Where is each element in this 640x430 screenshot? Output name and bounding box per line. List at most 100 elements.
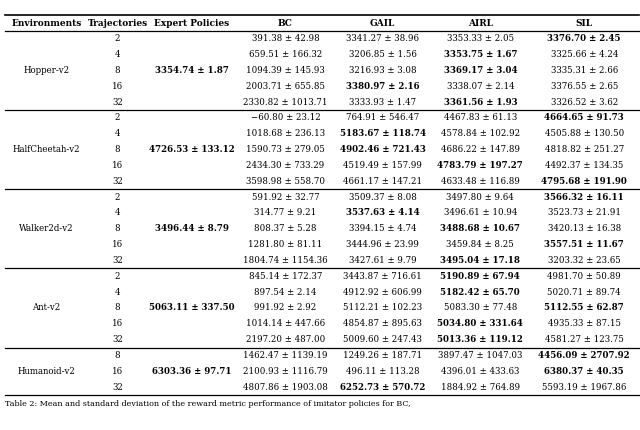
Text: 3333.93 ± 1.47: 3333.93 ± 1.47: [349, 98, 416, 107]
Text: 5083.30 ± 77.48: 5083.30 ± 77.48: [444, 304, 517, 313]
Text: 16: 16: [112, 319, 123, 328]
Text: 3523.73 ± 21.91: 3523.73 ± 21.91: [548, 209, 621, 218]
Text: 4: 4: [115, 209, 120, 218]
Text: 1804.74 ± 1154.36: 1804.74 ± 1154.36: [243, 256, 328, 265]
Text: 2003.71 ± 655.85: 2003.71 ± 655.85: [246, 82, 325, 91]
Text: Expert Policies: Expert Policies: [154, 19, 230, 28]
Text: 1281.80 ± 81.11: 1281.80 ± 81.11: [248, 240, 323, 249]
Text: 4726.53 ± 133.12: 4726.53 ± 133.12: [149, 145, 235, 154]
Text: 5020.71 ± 89.74: 5020.71 ± 89.74: [547, 288, 621, 297]
Text: 2: 2: [115, 114, 120, 123]
Text: 5182.42 ± 65.70: 5182.42 ± 65.70: [440, 288, 520, 297]
Text: 808.37 ± 5.28: 808.37 ± 5.28: [254, 224, 317, 233]
Text: 6252.73 ± 570.72: 6252.73 ± 570.72: [340, 383, 426, 392]
Text: 3353.33 ± 2.05: 3353.33 ± 2.05: [447, 34, 514, 43]
Text: 4818.82 ± 251.27: 4818.82 ± 251.27: [545, 145, 624, 154]
Text: 2330.82 ± 1013.71: 2330.82 ± 1013.71: [243, 98, 328, 107]
Text: 591.92 ± 32.77: 591.92 ± 32.77: [252, 193, 319, 202]
Text: 6303.36 ± 97.71: 6303.36 ± 97.71: [152, 367, 232, 376]
Text: 4505.88 ± 130.50: 4505.88 ± 130.50: [545, 129, 624, 138]
Text: 8: 8: [115, 66, 120, 75]
Text: 16: 16: [112, 161, 123, 170]
Text: 32: 32: [112, 335, 123, 344]
Text: 845.14 ± 172.37: 845.14 ± 172.37: [249, 272, 322, 281]
Text: 3361.56 ± 1.93: 3361.56 ± 1.93: [444, 98, 517, 107]
Text: Trajectories: Trajectories: [88, 19, 148, 28]
Text: 32: 32: [112, 256, 123, 265]
Text: 32: 32: [112, 177, 123, 186]
Text: 4: 4: [115, 50, 120, 59]
Text: 3216.93 ± 3.08: 3216.93 ± 3.08: [349, 66, 417, 75]
Text: 5112.55 ± 62.87: 5112.55 ± 62.87: [545, 304, 624, 313]
Text: 2100.93 ± 1116.79: 2100.93 ± 1116.79: [243, 367, 328, 376]
Text: 3326.52 ± 3.62: 3326.52 ± 3.62: [550, 98, 618, 107]
Text: 3598.98 ± 558.70: 3598.98 ± 558.70: [246, 177, 325, 186]
Text: 5190.89 ± 67.94: 5190.89 ± 67.94: [440, 272, 520, 281]
Text: 1590.73 ± 279.05: 1590.73 ± 279.05: [246, 145, 325, 154]
Text: 3394.15 ± 4.74: 3394.15 ± 4.74: [349, 224, 417, 233]
Text: 3495.04 ± 17.18: 3495.04 ± 17.18: [440, 256, 520, 265]
Text: 5593.19 ± 1967.86: 5593.19 ± 1967.86: [542, 383, 627, 392]
Text: 4686.22 ± 147.89: 4686.22 ± 147.89: [441, 145, 520, 154]
Text: 5034.80 ± 331.64: 5034.80 ± 331.64: [437, 319, 524, 328]
Text: Ant-v2: Ant-v2: [32, 304, 60, 313]
Text: 3443.87 ± 716.61: 3443.87 ± 716.61: [344, 272, 422, 281]
Text: 4396.01 ± 433.63: 4396.01 ± 433.63: [441, 367, 520, 376]
Text: Humanoid-v2: Humanoid-v2: [17, 367, 76, 376]
Text: 2434.30 ± 733.29: 2434.30 ± 733.29: [246, 161, 324, 170]
Text: 2: 2: [115, 34, 120, 43]
Text: −60.80 ± 23.12: −60.80 ± 23.12: [251, 114, 321, 123]
Text: 3325.66 ± 4.24: 3325.66 ± 4.24: [550, 50, 618, 59]
Text: 4807.86 ± 1903.08: 4807.86 ± 1903.08: [243, 383, 328, 392]
Text: AIRL: AIRL: [468, 19, 493, 28]
Text: 5183.67 ± 118.74: 5183.67 ± 118.74: [340, 129, 426, 138]
Text: 991.92 ± 2.92: 991.92 ± 2.92: [254, 304, 317, 313]
Text: 3566.32 ± 16.11: 3566.32 ± 16.11: [545, 193, 624, 202]
Text: 3203.32 ± 23.65: 3203.32 ± 23.65: [548, 256, 621, 265]
Text: 4902.46 ± 721.43: 4902.46 ± 721.43: [340, 145, 426, 154]
Text: 3496.44 ± 8.79: 3496.44 ± 8.79: [155, 224, 229, 233]
Text: 32: 32: [112, 383, 123, 392]
Text: 4519.49 ± 157.99: 4519.49 ± 157.99: [343, 161, 422, 170]
Text: 764.91 ± 546.47: 764.91 ± 546.47: [346, 114, 419, 123]
Text: 1462.47 ± 1139.19: 1462.47 ± 1139.19: [243, 351, 328, 360]
Text: 4783.79 ± 197.27: 4783.79 ± 197.27: [438, 161, 523, 170]
Text: 8: 8: [115, 145, 120, 154]
Text: 3376.70 ± 2.45: 3376.70 ± 2.45: [547, 34, 621, 43]
Text: 3459.84 ± 8.25: 3459.84 ± 8.25: [447, 240, 514, 249]
Text: 496.11 ± 113.28: 496.11 ± 113.28: [346, 367, 420, 376]
Text: 4456.09 ± 2707.92: 4456.09 ± 2707.92: [538, 351, 630, 360]
Text: 3369.17 ± 3.04: 3369.17 ± 3.04: [444, 66, 517, 75]
Text: 8: 8: [115, 304, 120, 313]
Text: 3380.97 ± 2.16: 3380.97 ± 2.16: [346, 82, 420, 91]
Text: 3496.61 ± 10.94: 3496.61 ± 10.94: [444, 209, 517, 218]
Text: 4633.48 ± 116.89: 4633.48 ± 116.89: [441, 177, 520, 186]
Text: 5013.36 ± 119.12: 5013.36 ± 119.12: [437, 335, 524, 344]
Text: 16: 16: [112, 82, 123, 91]
Text: 3353.75 ± 1.67: 3353.75 ± 1.67: [444, 50, 517, 59]
Text: 5063.11 ± 337.50: 5063.11 ± 337.50: [149, 304, 235, 313]
Text: 3444.96 ± 23.99: 3444.96 ± 23.99: [346, 240, 419, 249]
Text: GAIL: GAIL: [370, 19, 396, 28]
Text: 1249.26 ± 187.71: 1249.26 ± 187.71: [343, 351, 422, 360]
Text: 3497.80 ± 9.64: 3497.80 ± 9.64: [447, 193, 514, 202]
Text: 16: 16: [112, 367, 123, 376]
Text: 4664.65 ± 91.73: 4664.65 ± 91.73: [545, 114, 624, 123]
Text: 4912.92 ± 606.99: 4912.92 ± 606.99: [343, 288, 422, 297]
Text: 3537.63 ± 4.14: 3537.63 ± 4.14: [346, 209, 420, 218]
Text: HalfCheetah-v2: HalfCheetah-v2: [13, 145, 80, 154]
Text: 3420.13 ± 16.38: 3420.13 ± 16.38: [548, 224, 621, 233]
Text: 3557.51 ± 11.67: 3557.51 ± 11.67: [545, 240, 624, 249]
Text: 5009.60 ± 247.43: 5009.60 ± 247.43: [343, 335, 422, 344]
Text: 2197.20 ± 487.00: 2197.20 ± 487.00: [246, 335, 325, 344]
Text: 8: 8: [115, 224, 120, 233]
Text: Environments: Environments: [11, 19, 81, 28]
Text: 2: 2: [115, 193, 120, 202]
Text: BC: BC: [278, 19, 293, 28]
Text: 3354.74 ± 1.87: 3354.74 ± 1.87: [155, 66, 229, 75]
Text: 4981.70 ± 50.89: 4981.70 ± 50.89: [547, 272, 621, 281]
Text: 3335.31 ± 2.66: 3335.31 ± 2.66: [550, 66, 618, 75]
Text: 4935.33 ± 87.15: 4935.33 ± 87.15: [548, 319, 621, 328]
Text: Table 2: Mean and standard deviation of the reward metric performance of imitato: Table 2: Mean and standard deviation of …: [5, 400, 411, 408]
Text: 3488.68 ± 10.67: 3488.68 ± 10.67: [440, 224, 520, 233]
